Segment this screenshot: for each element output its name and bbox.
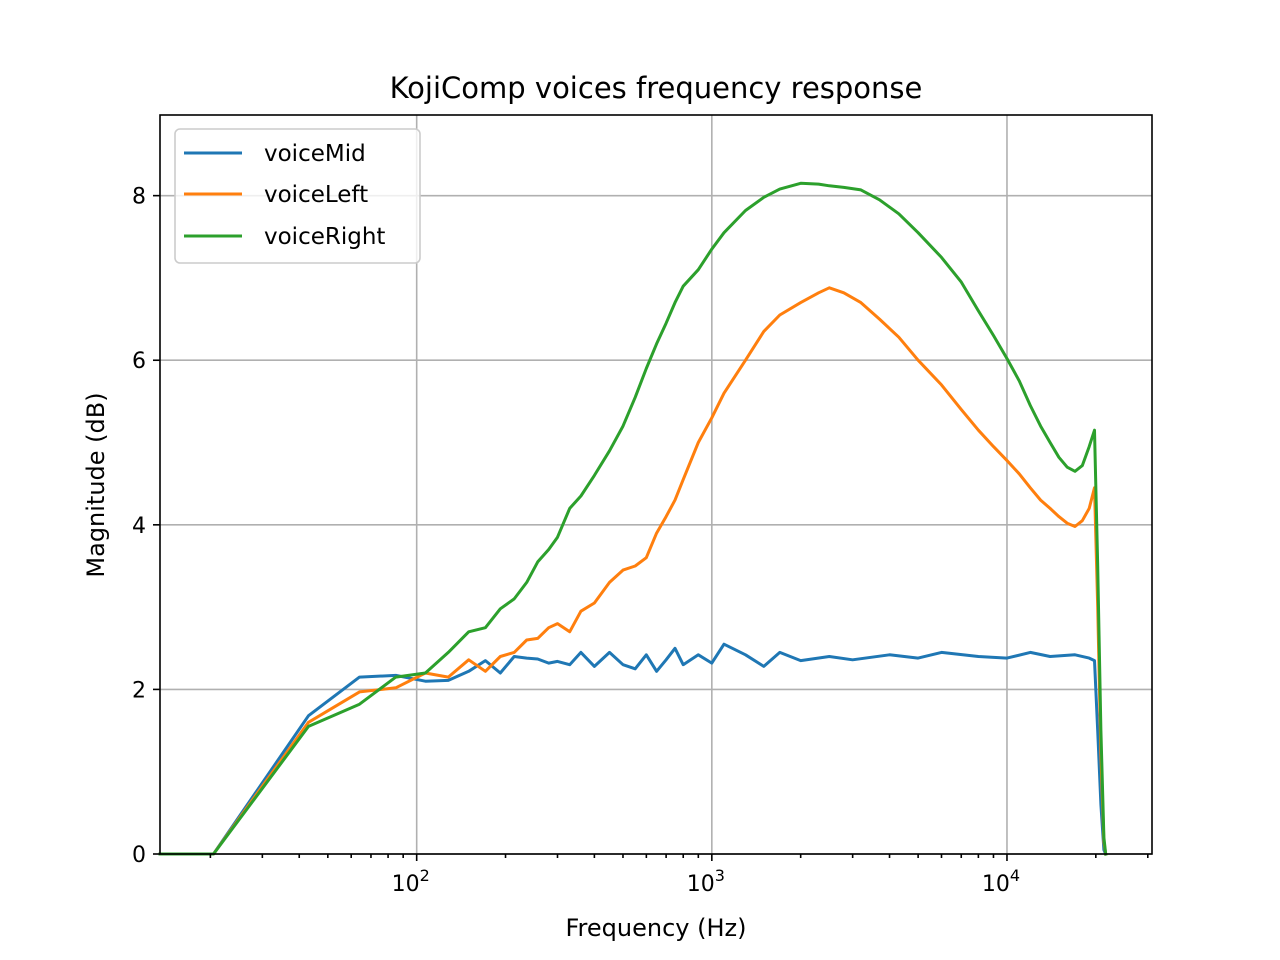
x-tick-label: 103 bbox=[687, 866, 725, 897]
y-axis-label: Magnitude (dB) bbox=[82, 392, 110, 577]
series-lines bbox=[158, 181, 1108, 856]
series-line-voice-right bbox=[158, 181, 1108, 856]
series-line-voice-left bbox=[158, 286, 1108, 856]
legend: voiceMid voiceLeft voiceRight bbox=[174, 128, 421, 264]
chart-title: KojiComp voices frequency response bbox=[390, 71, 923, 105]
legend-label-voice-mid: voiceMid bbox=[264, 141, 366, 167]
series-line-voice-mid bbox=[158, 642, 1108, 856]
legend-label-voice-right: voiceRight bbox=[264, 224, 385, 250]
legend-label-voice-left: voiceLeft bbox=[264, 182, 368, 208]
axis-ticks: 0 2 4 6 8 102 103 104 bbox=[132, 185, 1149, 897]
x-axis-label: Frequency (Hz) bbox=[566, 914, 747, 942]
x-tick-label: 104 bbox=[982, 866, 1020, 897]
y-tick-label: 6 bbox=[132, 349, 146, 374]
y-tick-label: 2 bbox=[132, 678, 146, 703]
y-tick-label: 8 bbox=[132, 185, 146, 210]
plot-frame bbox=[159, 114, 1153, 855]
y-tick-label: 4 bbox=[132, 514, 146, 539]
x-tick-label: 102 bbox=[392, 866, 430, 897]
legend-box bbox=[174, 128, 421, 264]
y-tick-label: 0 bbox=[132, 843, 146, 868]
